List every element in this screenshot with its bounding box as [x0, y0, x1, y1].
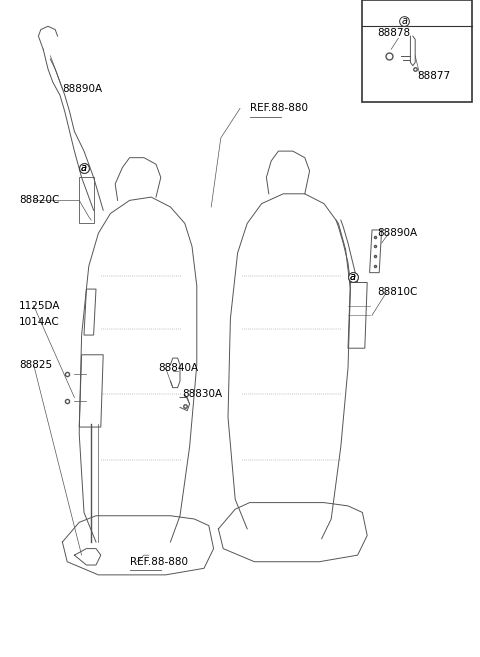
- Text: 88890A: 88890A: [62, 83, 103, 94]
- Text: a: a: [81, 162, 87, 173]
- Text: a: a: [81, 162, 87, 173]
- Text: 88820C: 88820C: [19, 195, 60, 206]
- Text: 1014AC: 1014AC: [19, 317, 60, 327]
- Text: 88830A: 88830A: [182, 389, 223, 399]
- Text: a: a: [350, 272, 356, 283]
- Text: a: a: [401, 16, 407, 26]
- Text: 88890A: 88890A: [377, 228, 417, 238]
- Bar: [362, 0, 472, 102]
- Text: 88840A: 88840A: [158, 363, 199, 373]
- Text: REF.88-880: REF.88-880: [250, 103, 308, 114]
- Text: 1125DA: 1125DA: [19, 300, 60, 311]
- Text: 88810C: 88810C: [377, 287, 417, 298]
- Text: 88878: 88878: [377, 28, 410, 38]
- Text: REF.88-880: REF.88-880: [130, 556, 188, 567]
- Text: 88877: 88877: [418, 70, 451, 81]
- Text: a: a: [350, 272, 356, 283]
- Text: 88825: 88825: [19, 359, 52, 370]
